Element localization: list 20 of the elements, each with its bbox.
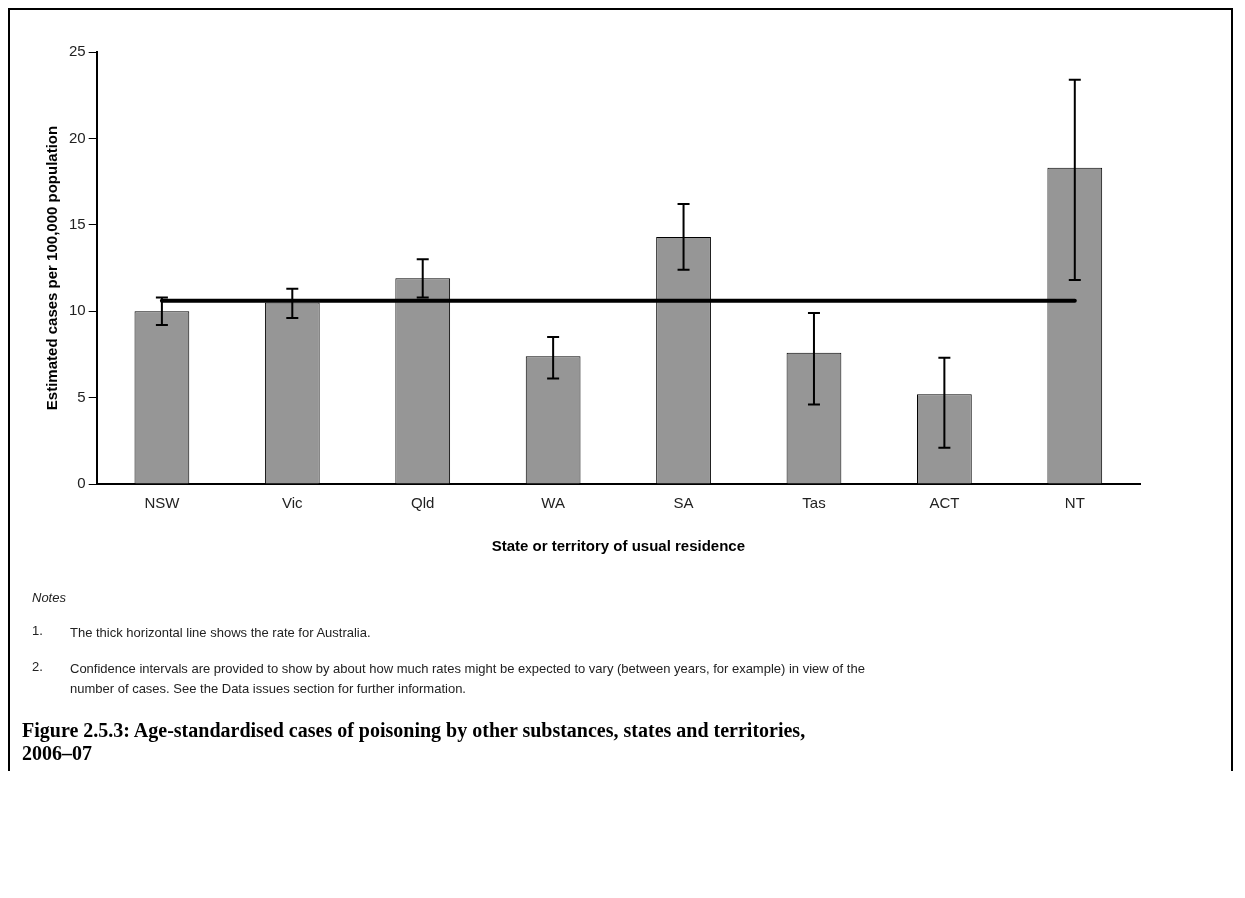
y-tick-label: 15 xyxy=(69,214,86,232)
y-tick-label: 25 xyxy=(69,42,86,60)
y-tick-label: 20 xyxy=(69,128,86,146)
text: Figure 2.5.3: Age-standardised cases of poisoning by other substances, states and territories, 2006–07 xyxy=(21,718,807,766)
text: Notes xyxy=(32,590,67,605)
x-tick-label: NSW xyxy=(144,494,181,512)
x-tick-label: ACT xyxy=(929,494,960,512)
x-tick-label: WA xyxy=(541,494,565,512)
text: 2. Confidence intervals are provided to show by about how much rates might be expected to vary (between years, for example) in view of the number of cases. See the Data issues section for further information. xyxy=(32,659,865,696)
x-tick-label: Tas xyxy=(802,494,826,512)
y-tick-label: 5 xyxy=(77,387,86,405)
x-tick-label: SA xyxy=(673,494,694,512)
x-tick-label: Qld xyxy=(411,494,435,512)
y-axis-title: Estimated cases per 100,000 population xyxy=(43,125,61,411)
x-tick-label: NT xyxy=(1064,494,1085,512)
x-tick-label: Vic xyxy=(282,494,304,512)
text: 1. The thick horizontal line shows the rate for Australia. xyxy=(32,623,371,640)
y-tick-label: 10 xyxy=(69,301,86,319)
y-tick-label: 0 xyxy=(77,474,86,492)
x-axis-title: State or territory of usual residence xyxy=(491,537,746,555)
